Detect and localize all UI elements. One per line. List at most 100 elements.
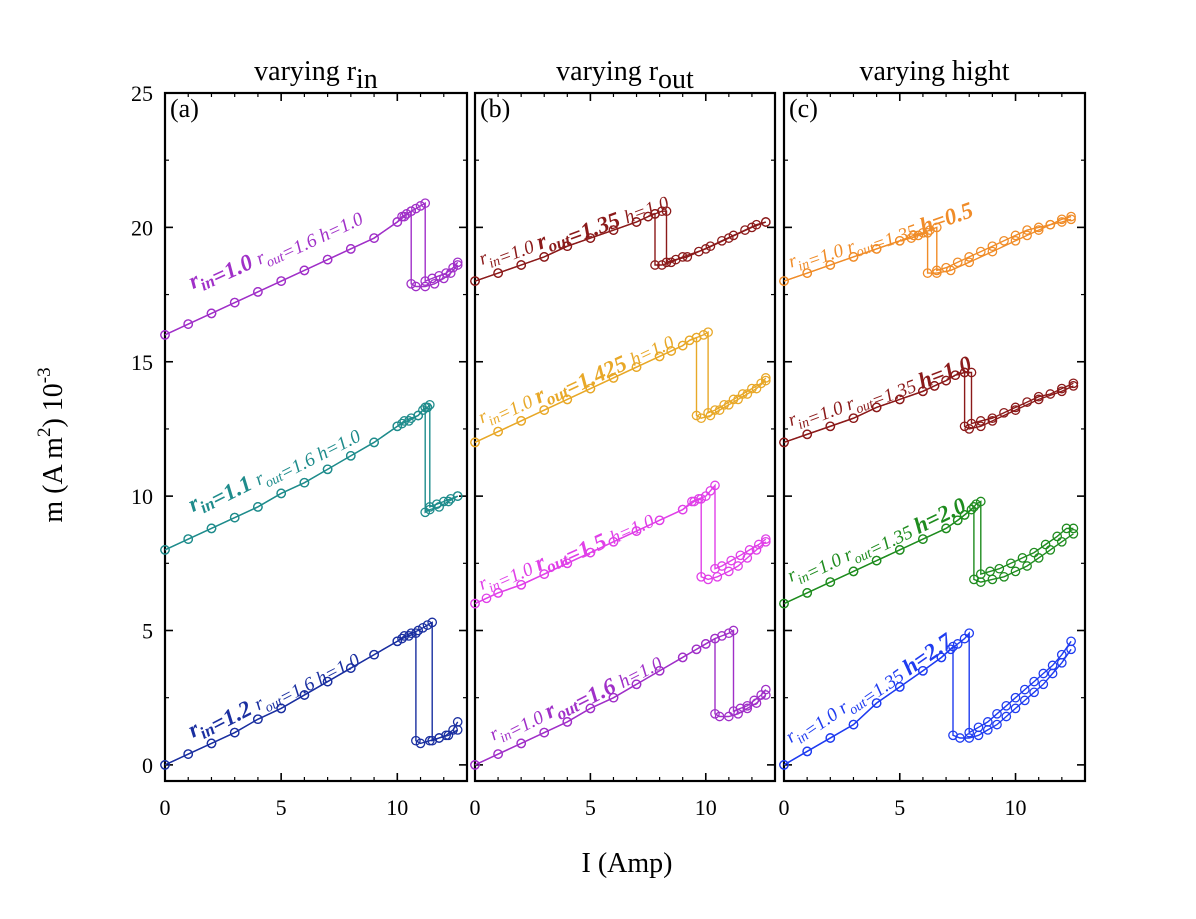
series-3: rin=1.2 rout=1.6 h=1.0 bbox=[160, 617, 463, 770]
data-point bbox=[1038, 679, 1049, 690]
data-point bbox=[691, 410, 702, 421]
series-3: rin=1.0 rout=1.5 h=1.0 bbox=[470, 480, 771, 609]
data-point bbox=[966, 504, 977, 515]
data-point bbox=[941, 523, 951, 534]
data-point bbox=[253, 502, 263, 512]
data-point bbox=[723, 628, 734, 639]
data-point bbox=[931, 222, 942, 233]
data-point bbox=[206, 523, 217, 534]
data-point bbox=[229, 727, 240, 738]
data-point bbox=[941, 375, 951, 386]
x-tick-label: 5 bbox=[894, 795, 905, 820]
x-tick-label: 5 bbox=[276, 795, 287, 820]
data-point bbox=[1022, 225, 1032, 235]
data-point bbox=[825, 260, 836, 270]
data-point bbox=[931, 268, 942, 278]
data-point bbox=[562, 558, 573, 569]
data-point bbox=[399, 211, 410, 222]
data-point bbox=[666, 257, 677, 268]
data-point bbox=[206, 738, 217, 749]
data-point bbox=[443, 730, 454, 741]
data-point bbox=[945, 644, 956, 655]
data-point bbox=[1019, 684, 1030, 695]
data-point bbox=[1010, 230, 1021, 241]
data-point bbox=[452, 257, 463, 268]
data-point bbox=[975, 246, 986, 257]
data-point bbox=[1010, 566, 1021, 577]
data-point bbox=[677, 252, 688, 262]
data-point bbox=[650, 260, 660, 270]
data-point bbox=[1033, 394, 1044, 405]
data-point bbox=[420, 402, 431, 413]
data-point bbox=[1068, 381, 1079, 391]
data-point bbox=[677, 504, 688, 515]
y-tick-label: 0 bbox=[142, 753, 153, 778]
data-point bbox=[516, 738, 527, 749]
data-point bbox=[608, 536, 619, 547]
data-point bbox=[689, 496, 700, 507]
data-point bbox=[429, 278, 440, 289]
data-point bbox=[969, 502, 979, 512]
series-annotation: rin=1.0 rout=1.5 h=1.0 bbox=[475, 500, 658, 606]
data-point bbox=[452, 260, 463, 270]
data-point bbox=[760, 534, 771, 544]
data-point bbox=[631, 526, 642, 536]
data-point bbox=[999, 235, 1009, 246]
data-point bbox=[470, 598, 480, 609]
data-point bbox=[229, 512, 240, 523]
data-point bbox=[936, 652, 947, 663]
series-annotation: rin=1.0 rout=1.35 h=1.0 bbox=[785, 343, 975, 442]
series-annotation: rin=1.0 rout=1.35 h=0.5 bbox=[786, 190, 977, 284]
data-point bbox=[1010, 692, 1021, 703]
data-point bbox=[631, 217, 642, 227]
x-tick-label: 5 bbox=[585, 795, 596, 820]
data-point bbox=[733, 708, 743, 719]
data-point bbox=[299, 690, 310, 700]
series-annotation: rin=1.2 rout=1.6 h=1.0 bbox=[184, 635, 364, 753]
data-point bbox=[825, 421, 836, 432]
data-point bbox=[684, 335, 695, 346]
data-point bbox=[369, 649, 379, 660]
data-point bbox=[276, 276, 287, 286]
data-point bbox=[712, 571, 723, 582]
y-tick-label: 10 bbox=[131, 484, 153, 509]
data-point bbox=[973, 730, 984, 741]
data-point bbox=[723, 399, 734, 410]
plot-frame bbox=[163, 91, 469, 783]
y-tick-label: 25 bbox=[131, 81, 153, 106]
data-point bbox=[452, 491, 463, 501]
series-line-down bbox=[783, 371, 1074, 444]
data-point bbox=[677, 340, 688, 351]
data-point bbox=[516, 416, 527, 426]
data-point bbox=[183, 749, 194, 759]
data-point bbox=[415, 201, 426, 211]
data-point bbox=[470, 760, 480, 770]
plot-frame bbox=[782, 91, 1087, 783]
data-point bbox=[1038, 668, 1049, 679]
data-point bbox=[369, 233, 379, 243]
data-point bbox=[1001, 711, 1012, 722]
data-point bbox=[751, 383, 762, 394]
x-tick-label: 0 bbox=[470, 795, 481, 820]
data-point bbox=[894, 545, 905, 555]
x-tick-label: 10 bbox=[1005, 795, 1027, 820]
panel-title: varying rout bbox=[556, 56, 694, 95]
data-point bbox=[922, 227, 933, 238]
data-point bbox=[726, 555, 737, 566]
data-point bbox=[427, 617, 438, 628]
data-point bbox=[950, 370, 961, 381]
data-point bbox=[539, 405, 550, 415]
x-axis-label: I (Amp) bbox=[582, 848, 673, 879]
data-point bbox=[322, 464, 333, 475]
data-point bbox=[802, 429, 813, 440]
data-point bbox=[948, 730, 958, 741]
data-point bbox=[345, 244, 356, 254]
x-tick-label: 0 bbox=[779, 795, 790, 820]
data-point bbox=[994, 563, 1005, 574]
series-2: rin=1.0 rout=1.425 h=1.0 bbox=[470, 327, 771, 448]
data-point bbox=[825, 577, 836, 587]
data-point bbox=[493, 749, 503, 759]
data-point bbox=[723, 233, 734, 243]
data-point bbox=[802, 588, 813, 598]
data-point bbox=[779, 437, 789, 448]
